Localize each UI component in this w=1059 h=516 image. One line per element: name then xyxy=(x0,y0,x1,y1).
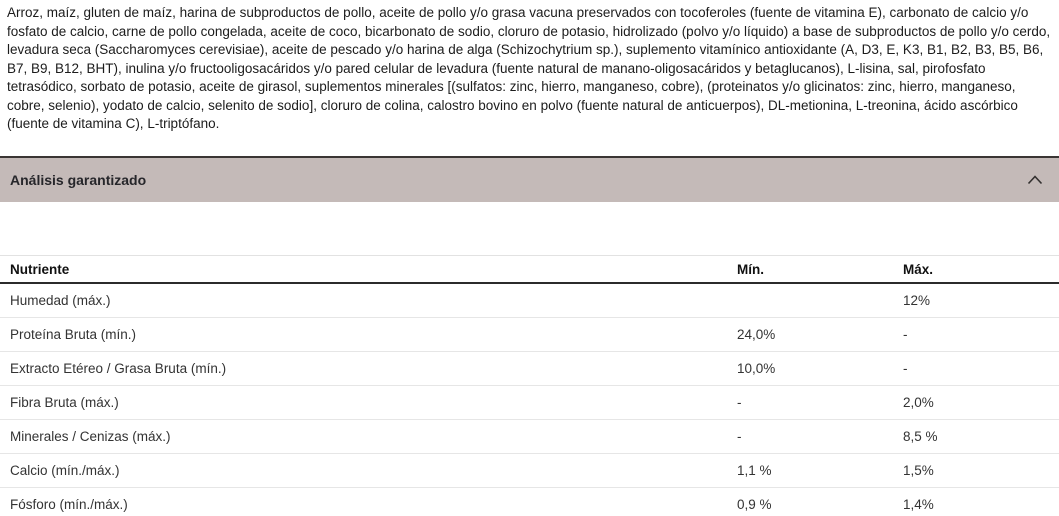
nutrient-min: 0,9 % xyxy=(727,487,893,516)
table-row: Fibra Bruta (máx.) - 2,0% xyxy=(0,385,1059,420)
accordion-title: Análisis garantizado xyxy=(10,172,147,188)
ingredients-paragraph: Arroz, maíz, gluten de maíz, harina de s… xyxy=(7,5,1051,131)
column-header-max: Máx. xyxy=(893,255,1059,284)
column-header-min: Mín. xyxy=(727,255,893,284)
nutrient-min xyxy=(727,283,893,318)
table-header-row: Nutriente Mín. Máx. xyxy=(0,255,1059,284)
chevron-up-icon[interactable] xyxy=(1027,175,1043,185)
nutrient-max: 8,5 % xyxy=(893,419,1059,454)
nutrient-min: 24,0% xyxy=(727,317,893,352)
nutrient-min: - xyxy=(727,385,893,420)
nutrition-table: Nutriente Mín. Máx. Humedad (máx.) 12% P… xyxy=(0,255,1059,516)
nutrient-max: 12% xyxy=(893,283,1059,318)
table-row: Extracto Etéreo / Grasa Bruta (mín.) 10,… xyxy=(0,351,1059,386)
nutrient-name: Fósforo (mín./máx.) xyxy=(0,487,727,516)
nutrient-min: 1,1 % xyxy=(727,453,893,488)
table-row: Minerales / Cenizas (máx.) - 8,5 % xyxy=(0,419,1059,454)
table-row: Fósforo (mín./máx.) 0,9 % 1,4% xyxy=(0,487,1059,516)
nutrient-name: Minerales / Cenizas (máx.) xyxy=(0,419,727,454)
table-row: Calcio (mín./máx.) 1,1 % 1,5% xyxy=(0,453,1059,488)
table-row: Proteína Bruta (mín.) 24,0% - xyxy=(0,317,1059,352)
nutrient-min: 10,0% xyxy=(727,351,893,386)
nutrient-min: - xyxy=(727,419,893,454)
nutrient-max: - xyxy=(893,351,1059,386)
nutrient-name: Humedad (máx.) xyxy=(0,283,727,318)
nutrient-max: 2,0% xyxy=(893,385,1059,420)
nutrient-max: - xyxy=(893,317,1059,352)
table-row: Humedad (máx.) 12% xyxy=(0,283,1059,318)
nutrient-max: 1,5% xyxy=(893,453,1059,488)
nutrient-max: 1,4% xyxy=(893,487,1059,516)
nutrient-name: Proteína Bruta (mín.) xyxy=(0,317,727,352)
nutrient-name: Calcio (mín./máx.) xyxy=(0,453,727,488)
guaranteed-analysis-accordion-header[interactable]: Análisis garantizado xyxy=(0,156,1059,202)
nutrient-name: Extracto Etéreo / Grasa Bruta (mín.) xyxy=(0,351,727,386)
guaranteed-analysis-section: Nutriente Mín. Máx. Humedad (máx.) 12% P… xyxy=(0,255,1059,516)
column-header-nutrient: Nutriente xyxy=(0,255,727,284)
nutrient-name: Fibra Bruta (máx.) xyxy=(0,385,727,420)
